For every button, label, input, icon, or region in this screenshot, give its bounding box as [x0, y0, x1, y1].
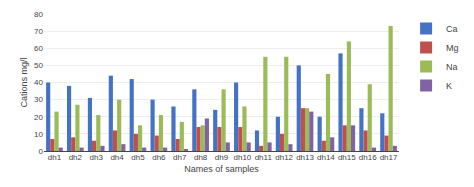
svg-text:Na: Na [446, 62, 458, 72]
svg-text:60: 60 [34, 44, 43, 53]
svg-text:30: 30 [34, 95, 43, 104]
svg-text:dh16: dh16 [359, 153, 377, 162]
svg-text:10: 10 [34, 130, 43, 139]
svg-text:dh5: dh5 [131, 153, 145, 162]
svg-text:K: K [446, 81, 452, 91]
svg-text:dh8: dh8 [194, 153, 208, 162]
svg-text:dh6: dh6 [152, 153, 166, 162]
svg-text:Mg: Mg [446, 43, 459, 53]
svg-text:dh11: dh11 [255, 153, 273, 162]
svg-text:20: 20 [34, 113, 43, 122]
svg-text:dh4: dh4 [110, 153, 124, 162]
svg-text:0: 0 [39, 147, 44, 156]
svg-text:50: 50 [34, 61, 43, 70]
svg-text:dh1: dh1 [48, 153, 62, 162]
svg-text:dh3: dh3 [90, 153, 104, 162]
svg-text:Cations mg/l: Cations mg/l [19, 57, 29, 107]
svg-text:dh7: dh7 [173, 153, 187, 162]
svg-text:70: 70 [34, 27, 43, 36]
svg-text:Ca: Ca [446, 24, 458, 34]
svg-text:dh14: dh14 [317, 153, 335, 162]
svg-text:Names of samples: Names of samples [184, 164, 259, 174]
svg-text:dh10: dh10 [233, 153, 251, 162]
svg-text:dh9: dh9 [215, 153, 229, 162]
svg-text:dh12: dh12 [275, 153, 293, 162]
svg-text:dh15: dh15 [338, 153, 356, 162]
svg-text:40: 40 [34, 78, 43, 87]
svg-text:80: 80 [34, 10, 43, 19]
svg-text:dh13: dh13 [296, 153, 314, 162]
svg-text:dh2: dh2 [69, 153, 83, 162]
svg-text:dh17: dh17 [380, 153, 398, 162]
